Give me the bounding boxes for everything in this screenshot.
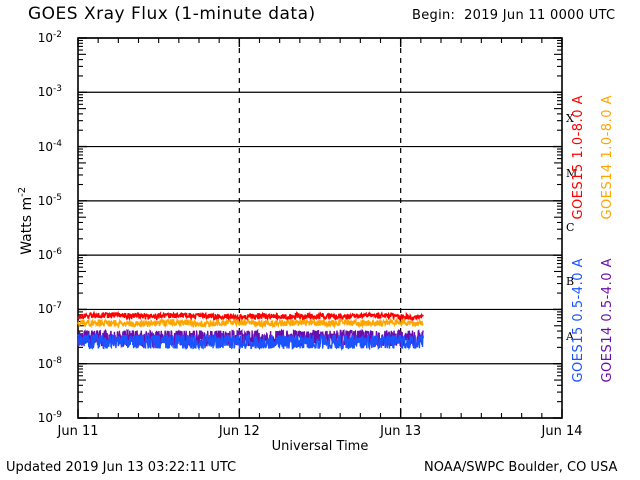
legend-item: GOES15 1.0-8.0 A (571, 95, 586, 220)
y-tick-label: 10-8 (37, 355, 62, 371)
y-tick-label: 10-9 (37, 410, 62, 425)
page-title: GOES Xray Flux (1-minute data) (28, 4, 316, 24)
series-trace (77, 310, 424, 323)
x-tick-label: Jun 12 (218, 424, 260, 439)
x-tick-label: Jun 13 (380, 424, 422, 439)
x-tick-label: Jun 11 (57, 424, 99, 439)
begin-time-label: Begin: 2019 Jun 11 0000 UTC (412, 8, 616, 23)
y-tick-label: 10-4 (37, 138, 62, 154)
credit-label: NOAA/SWPC Boulder, CO USA (424, 460, 618, 475)
legend-item: GOES14 1.0-8.0 A (600, 95, 615, 220)
legend-item: GOES15 0.5-4.0 A (571, 258, 586, 383)
updated-timestamp: Updated 2019 Jun 13 03:22:11 UTC (6, 460, 237, 475)
y-tick-label: 10-6 (37, 247, 62, 263)
y-tick-label: 10-5 (37, 192, 62, 208)
flare-class-label: C (566, 221, 575, 235)
flare-class-label: X (566, 112, 574, 126)
legend-item: GOES14 0.5-4.0 A (600, 258, 615, 383)
series-trace (77, 328, 424, 349)
y-tick-label: 10-3 (37, 84, 62, 100)
flare-class-label: B (566, 275, 575, 289)
series-trace (77, 332, 424, 352)
x-tick-label: Jun 14 (541, 424, 583, 439)
y-tick-label: 10-2 (37, 30, 62, 45)
flare-class-label: A (566, 329, 574, 343)
flare-class-label: M (566, 166, 578, 180)
series-trace (77, 317, 424, 329)
y-tick-label: 10-7 (37, 301, 62, 317)
x-axis-label: Universal Time (271, 439, 369, 454)
